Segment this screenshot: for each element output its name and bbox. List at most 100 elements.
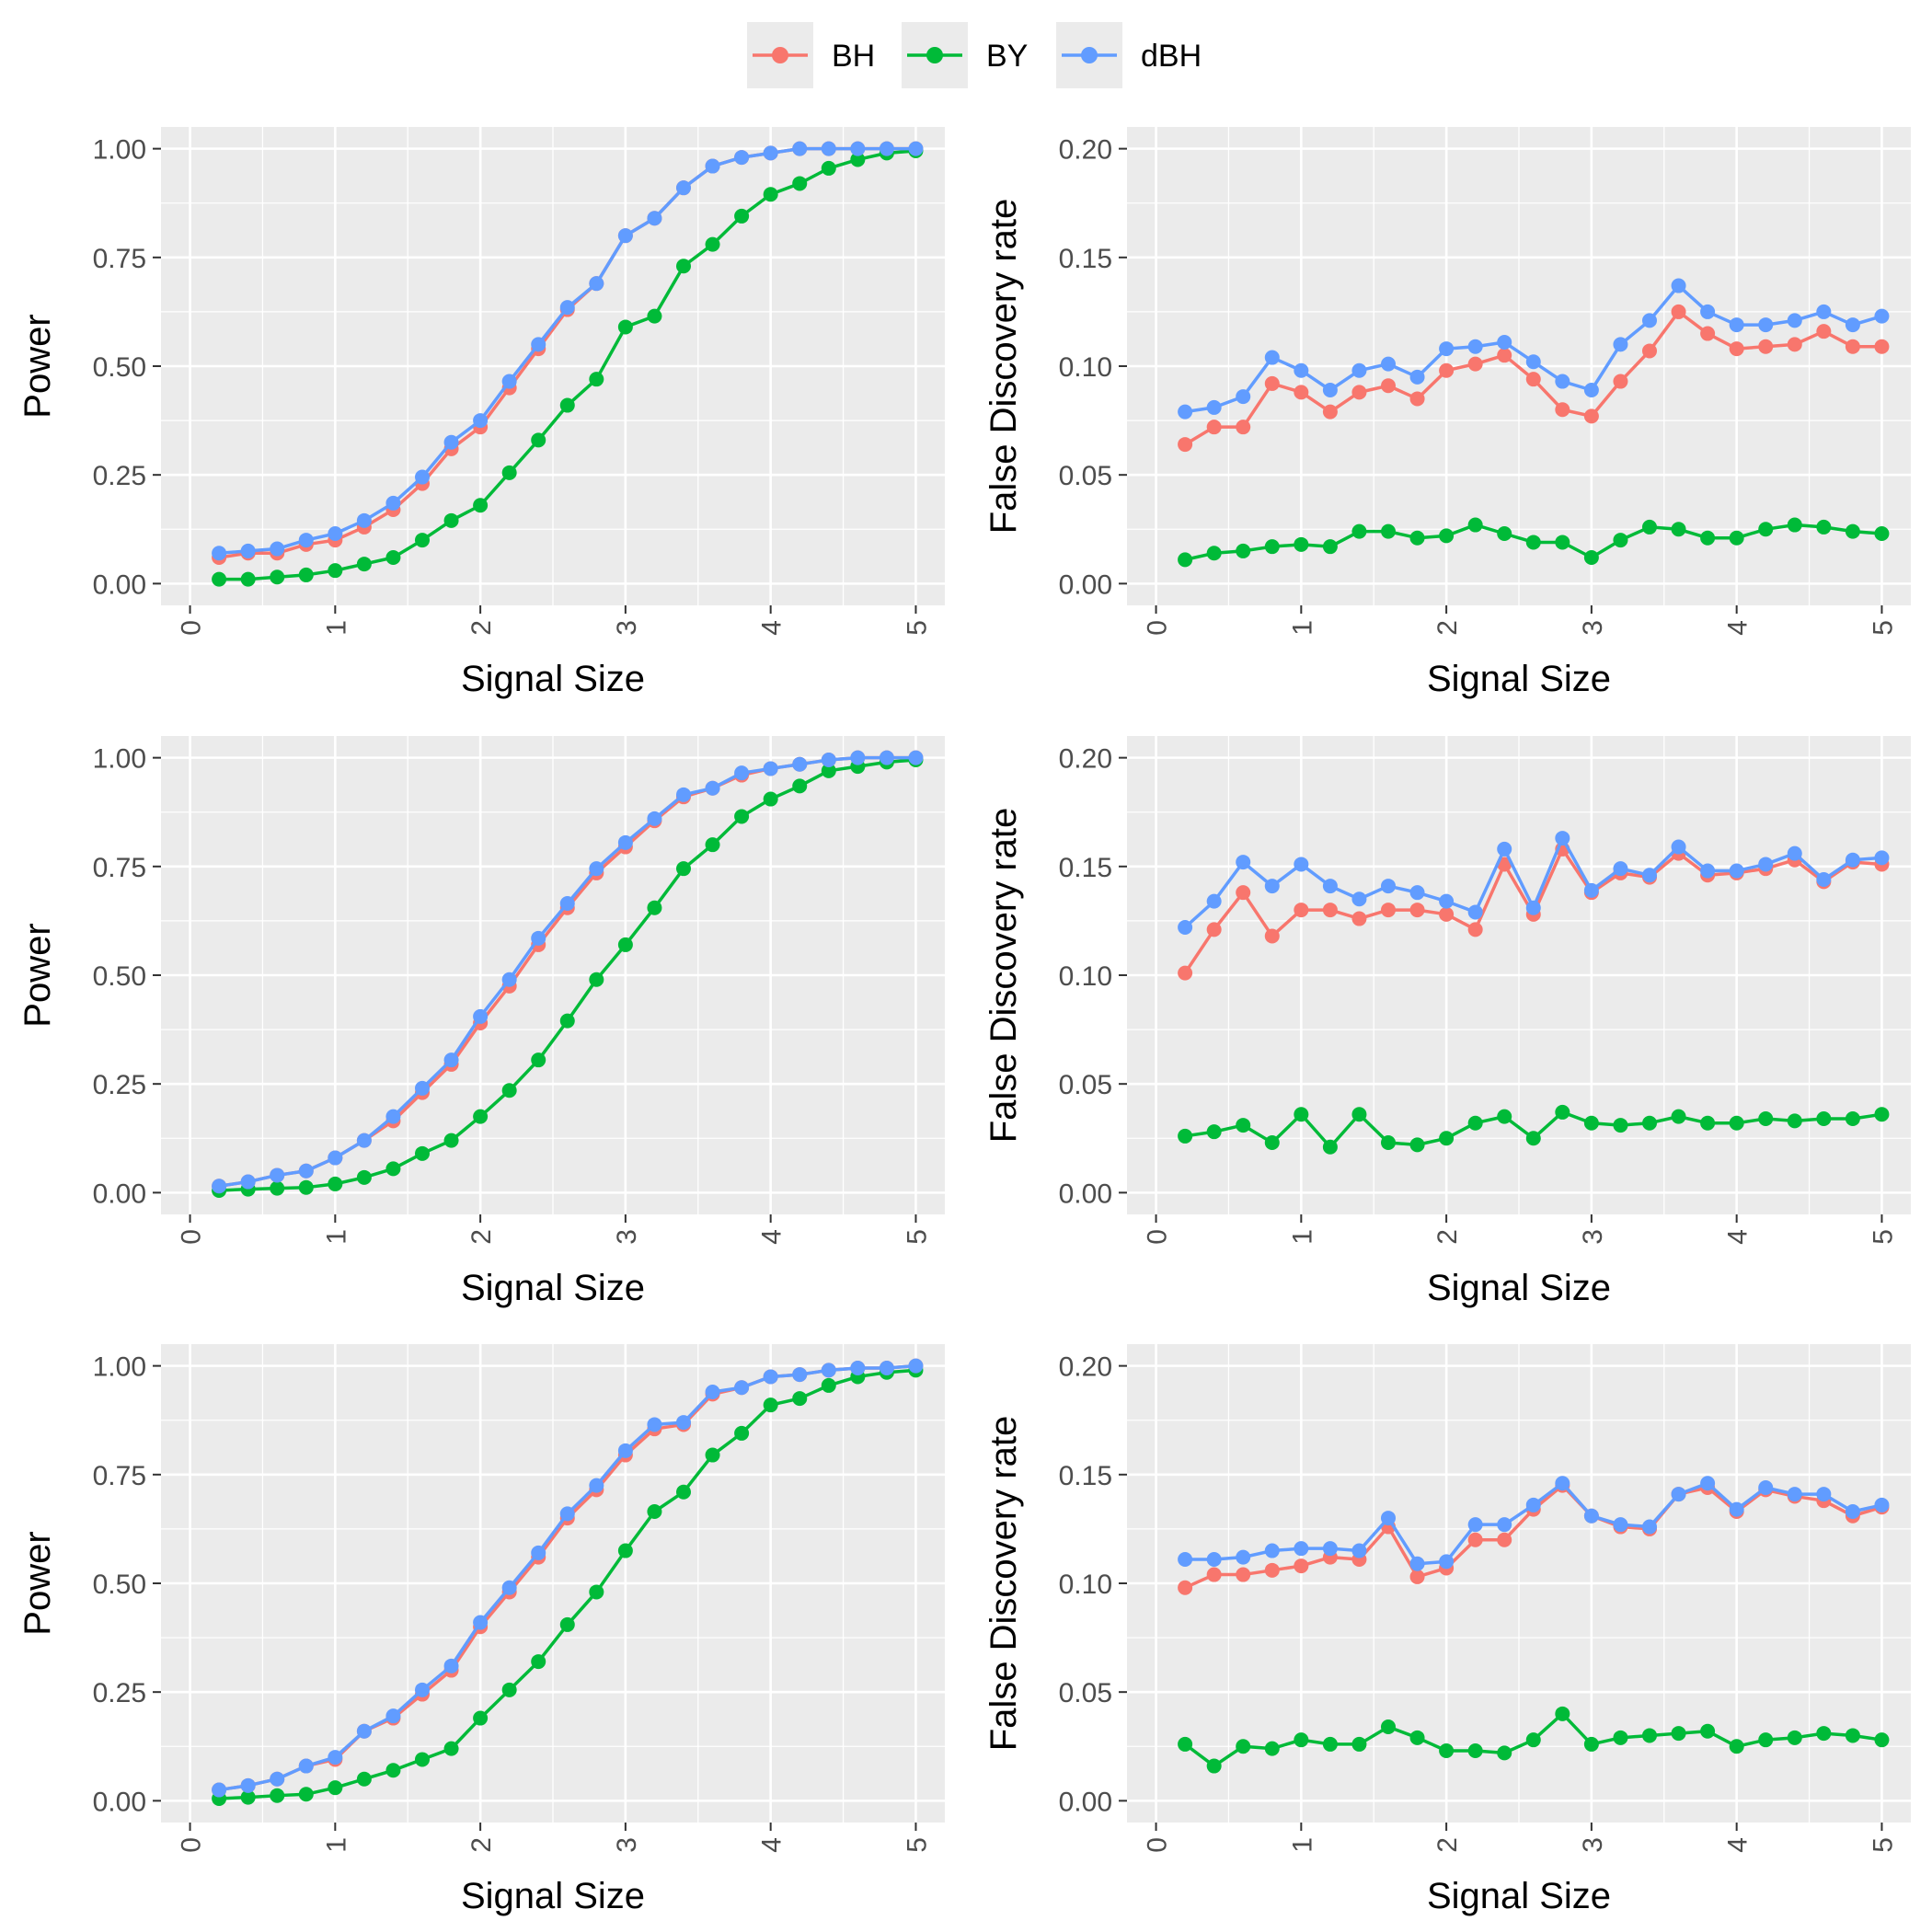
y-tick-label: 0.50 bbox=[93, 1570, 146, 1600]
data-point-by bbox=[1294, 536, 1309, 552]
data-point-by bbox=[298, 1787, 314, 1802]
data-point-dbh bbox=[1525, 900, 1541, 915]
data-point-dbh bbox=[1381, 356, 1396, 372]
data-point-bh bbox=[1264, 928, 1280, 944]
data-point-dbh bbox=[1583, 1508, 1599, 1524]
data-point-by bbox=[473, 498, 489, 513]
x-tick-label: 0 bbox=[1143, 1837, 1173, 1853]
data-point-dbh bbox=[270, 1167, 285, 1183]
x-axis: 0 1 2 3 4 5 bbox=[1143, 1823, 1898, 1853]
data-point-dbh bbox=[1206, 893, 1222, 909]
x-axis-title: Signal Size bbox=[461, 659, 645, 699]
data-point-by bbox=[240, 571, 256, 587]
y-tick-label: 0.25 bbox=[93, 461, 146, 491]
data-point-by bbox=[589, 1584, 604, 1600]
data-point-by bbox=[1671, 1726, 1686, 1742]
data-point-dbh bbox=[1351, 1543, 1367, 1558]
y-tick-label: 0.00 bbox=[93, 1787, 146, 1817]
data-point-by bbox=[1700, 1723, 1716, 1739]
data-point-by bbox=[328, 563, 343, 579]
data-point-bh bbox=[1236, 420, 1251, 435]
legend-item-bh: BH bbox=[747, 22, 875, 88]
y-tick-label: 1.00 bbox=[93, 1352, 146, 1383]
data-point-by bbox=[763, 1397, 778, 1413]
data-point-dbh bbox=[1467, 339, 1483, 354]
data-point-dbh bbox=[1671, 278, 1686, 293]
data-point-dbh bbox=[328, 1750, 343, 1765]
data-point-by bbox=[734, 809, 750, 824]
data-point-dbh bbox=[501, 374, 517, 389]
data-point-dbh bbox=[443, 1658, 459, 1673]
data-point-dbh bbox=[908, 141, 924, 156]
data-point-dbh bbox=[559, 896, 575, 911]
data-point-by bbox=[1322, 1736, 1338, 1752]
data-point-by bbox=[1409, 1730, 1425, 1745]
x-tick-label: 2 bbox=[1432, 1837, 1463, 1853]
data-point-bh bbox=[1467, 356, 1483, 372]
data-point-bh bbox=[1351, 385, 1367, 400]
data-point-by bbox=[763, 791, 778, 807]
legend-key-point bbox=[1081, 47, 1098, 63]
data-point-dbh bbox=[792, 756, 808, 772]
data-point-by bbox=[1874, 1732, 1890, 1748]
data-point-bh bbox=[1206, 420, 1222, 435]
data-point-dbh bbox=[1351, 362, 1367, 378]
data-point-bh bbox=[1178, 1580, 1193, 1595]
data-point-dbh bbox=[1439, 1554, 1455, 1570]
data-point-by bbox=[705, 236, 720, 252]
data-point-dbh bbox=[1613, 337, 1628, 352]
panel-r1c1: 0.00 0.25 0.50 0.75 1.00 0 1 2 3 4 5 Signal Size Pow… bbox=[17, 127, 945, 699]
data-point-dbh bbox=[1178, 404, 1193, 420]
x-tick-label: 1 bbox=[321, 1837, 351, 1853]
data-point-dbh bbox=[734, 765, 750, 781]
x-axis-title: Signal Size bbox=[461, 1268, 645, 1308]
x-axis-title: Signal Size bbox=[1427, 1268, 1611, 1308]
data-point-dbh bbox=[879, 141, 894, 156]
y-tick-label: 0.00 bbox=[1059, 569, 1112, 600]
data-point-by bbox=[501, 1682, 517, 1697]
x-tick-label: 4 bbox=[1723, 1229, 1754, 1245]
x-tick-label: 3 bbox=[1578, 620, 1608, 636]
data-point-bh bbox=[1206, 922, 1222, 937]
data-point-by bbox=[734, 1425, 750, 1441]
data-point-dbh bbox=[270, 541, 285, 557]
data-point-by bbox=[1439, 528, 1455, 544]
data-point-dbh bbox=[1264, 879, 1280, 894]
x-tick-label: 4 bbox=[1723, 1837, 1754, 1853]
data-point-by bbox=[821, 763, 836, 778]
data-point-dbh bbox=[1409, 369, 1425, 385]
data-point-by bbox=[356, 1771, 372, 1787]
legend-item-by: BY bbox=[902, 22, 1028, 88]
data-point-by bbox=[443, 1133, 459, 1148]
data-point-dbh bbox=[1322, 879, 1338, 894]
data-point-by bbox=[385, 550, 401, 565]
data-point-by bbox=[617, 1543, 633, 1558]
data-point-by bbox=[1816, 519, 1832, 535]
y-tick-label: 0.75 bbox=[93, 853, 146, 883]
data-point-bh bbox=[1322, 404, 1338, 420]
data-point-by bbox=[734, 208, 750, 224]
data-point-dbh bbox=[1525, 1497, 1541, 1512]
y-axis-title: Power bbox=[17, 314, 58, 418]
data-point-dbh bbox=[879, 750, 894, 765]
data-point-dbh bbox=[1467, 1517, 1483, 1533]
data-point-dbh bbox=[879, 1361, 894, 1375]
data-point-bh bbox=[1497, 1532, 1512, 1547]
y-axis-title: False Discovery rate bbox=[983, 1416, 1024, 1752]
data-point-dbh bbox=[647, 811, 662, 826]
data-point-dbh bbox=[792, 1367, 808, 1383]
x-axis: 0 1 2 3 4 5 bbox=[177, 605, 932, 636]
data-point-by bbox=[1555, 1706, 1570, 1721]
data-point-bh bbox=[1758, 339, 1774, 354]
data-point-dbh bbox=[240, 543, 256, 558]
y-tick-label: 0.75 bbox=[93, 1461, 146, 1491]
data-point-dbh bbox=[415, 1080, 430, 1096]
data-point-dbh bbox=[385, 1708, 401, 1724]
x-tick-label: 0 bbox=[177, 1837, 207, 1853]
x-tick-label: 5 bbox=[1868, 1229, 1898, 1245]
data-point-bh bbox=[1642, 343, 1657, 359]
panel-r1c2: 0.00 0.05 0.10 0.15 0.20 0 1 2 3 4 5 Signal Size Fal… bbox=[983, 127, 1911, 699]
data-point-bh bbox=[1874, 339, 1890, 354]
data-point-by bbox=[1874, 526, 1890, 541]
legend-key-point bbox=[926, 47, 943, 63]
